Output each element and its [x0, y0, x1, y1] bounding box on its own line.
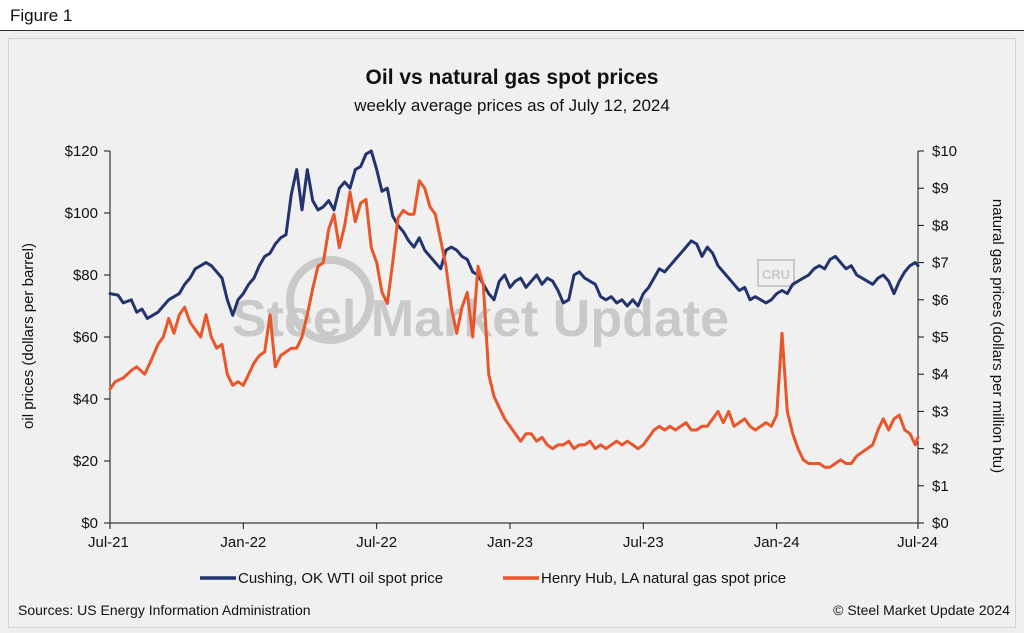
x-tick-label: Jul-24: [897, 534, 938, 551]
y2-tick-label: $3: [932, 403, 949, 420]
y2-tick-label: $0: [932, 515, 949, 532]
y-tick-label: $120: [65, 143, 98, 160]
copyright-note: © Steel Market Update 2024: [833, 602, 1010, 618]
figure-header: Figure 1: [0, 0, 1024, 31]
y2-tick-label: $8: [932, 217, 949, 234]
y2-tick-label: $6: [932, 292, 949, 309]
x-tick-label: Jan-23: [487, 534, 533, 551]
oil-price-line: [108, 149, 920, 320]
y-tick-label: $100: [65, 205, 98, 222]
axes: $0 $20 $40 $60 $80 $100 $120 $0 $1 $2 $3 $4 $5 $6 $7 $8…: [65, 143, 957, 551]
watermark: Steel Market Update CRU: [232, 256, 795, 348]
watermark-logo: [757, 259, 795, 287]
x-tick-label: Jul-23: [623, 534, 664, 551]
y2-tick-label: $4: [932, 366, 949, 383]
y-tick-label: $80: [73, 267, 98, 284]
x-tick-label: Jul-22: [356, 534, 397, 551]
source-note: Sources: US Energy Information Administr…: [18, 602, 311, 618]
chart-panel: [8, 38, 1016, 628]
legend: Cushing, OK WTI oil spot price Henry Hub…: [200, 570, 786, 587]
y-tick-label: $0: [81, 515, 98, 532]
gas-price-line: [108, 179, 920, 469]
watermark-logo-text: CRU: [762, 267, 790, 282]
y2-tick-label: $2: [932, 441, 949, 458]
y2-tick-label: $5: [932, 329, 949, 346]
figure-label: Figure 1: [10, 6, 73, 25]
y2-tick-label: $9: [932, 180, 949, 197]
watermark-text: Steel Market Update: [232, 290, 729, 348]
y-tick-label: $60: [73, 329, 98, 346]
chart-title: Oil vs natural gas spot prices: [366, 66, 659, 89]
chart-subtitle: weekly average prices as of July 12, 202…: [353, 96, 670, 115]
x-tick-label: Jan-22: [220, 534, 266, 551]
y-tick-label: $40: [73, 391, 98, 408]
x-tick-label: Jan-24: [754, 534, 800, 551]
y2-tick-label: $1: [932, 478, 949, 495]
watermark-globe-icon: [286, 256, 374, 344]
y2-tick-label: $7: [932, 255, 949, 272]
legend-label-oil: Cushing, OK WTI oil spot price: [238, 570, 443, 587]
x-tick-label: Jul-21: [88, 534, 129, 551]
y2-axis-label: natural gas prices (dollars per million …: [989, 199, 1006, 473]
y-axis-label: oil prices (dollars per barrel): [20, 243, 37, 429]
y-tick-label: $20: [73, 453, 98, 470]
series-layer: [108, 149, 920, 469]
legend-label-gas: Henry Hub, LA natural gas spot price: [541, 570, 786, 587]
y2-tick-label: $10: [932, 143, 957, 160]
